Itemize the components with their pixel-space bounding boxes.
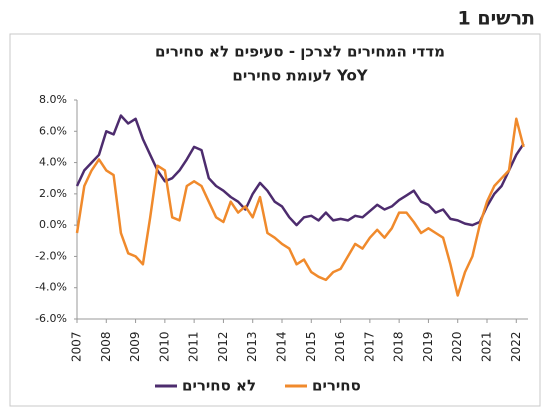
x-tick-label: 2007 — [70, 331, 84, 362]
x-tick-label: 2012 — [216, 331, 230, 362]
x-tick-label: 2022 — [509, 331, 523, 362]
x-tick-label: 2015 — [304, 331, 318, 362]
x-tick-label: 2011 — [187, 331, 201, 362]
chart-label: תרשים 1 — [458, 8, 536, 30]
y-tick-label: 2.0% — [39, 187, 67, 200]
x-tick-label: 2020 — [450, 331, 464, 362]
chart-title: מדדי המחירים לצרכן - סעיפים לא סחירים — [155, 43, 445, 61]
y-tick-label: -4.0% — [35, 281, 67, 294]
y-tick-label: -6.0% — [35, 312, 67, 325]
series-line — [75, 114, 525, 227]
chart-subtitle: לעומת סחירים YoY — [232, 67, 368, 85]
frame — [9, 33, 541, 407]
legend-label: לא סחירים — [182, 377, 256, 395]
y-tick-label: 0.0% — [39, 218, 67, 231]
x-tick-label: 2013 — [245, 331, 259, 362]
x-tick-label: 2008 — [99, 331, 113, 362]
y-tick-label: 6.0% — [39, 124, 67, 137]
x-tick-label: 2021 — [480, 331, 494, 362]
x-tick-label: 2017 — [362, 331, 376, 362]
x-tick-label: 2014 — [275, 331, 289, 362]
x-tick-label: 2009 — [128, 331, 142, 362]
x-tick-label: 2018 — [392, 331, 406, 362]
legend-label: סחירים — [312, 377, 361, 395]
y-tick-label: 8.0% — [39, 93, 67, 106]
x-tick-label: 2010 — [157, 331, 171, 362]
y-tick-label: 4.0% — [39, 156, 67, 169]
y-tick-label: -2.0% — [35, 249, 67, 262]
x-tick-label: 2016 — [333, 331, 347, 362]
x-tick-label: 2019 — [421, 331, 435, 362]
series-line — [75, 117, 525, 297]
